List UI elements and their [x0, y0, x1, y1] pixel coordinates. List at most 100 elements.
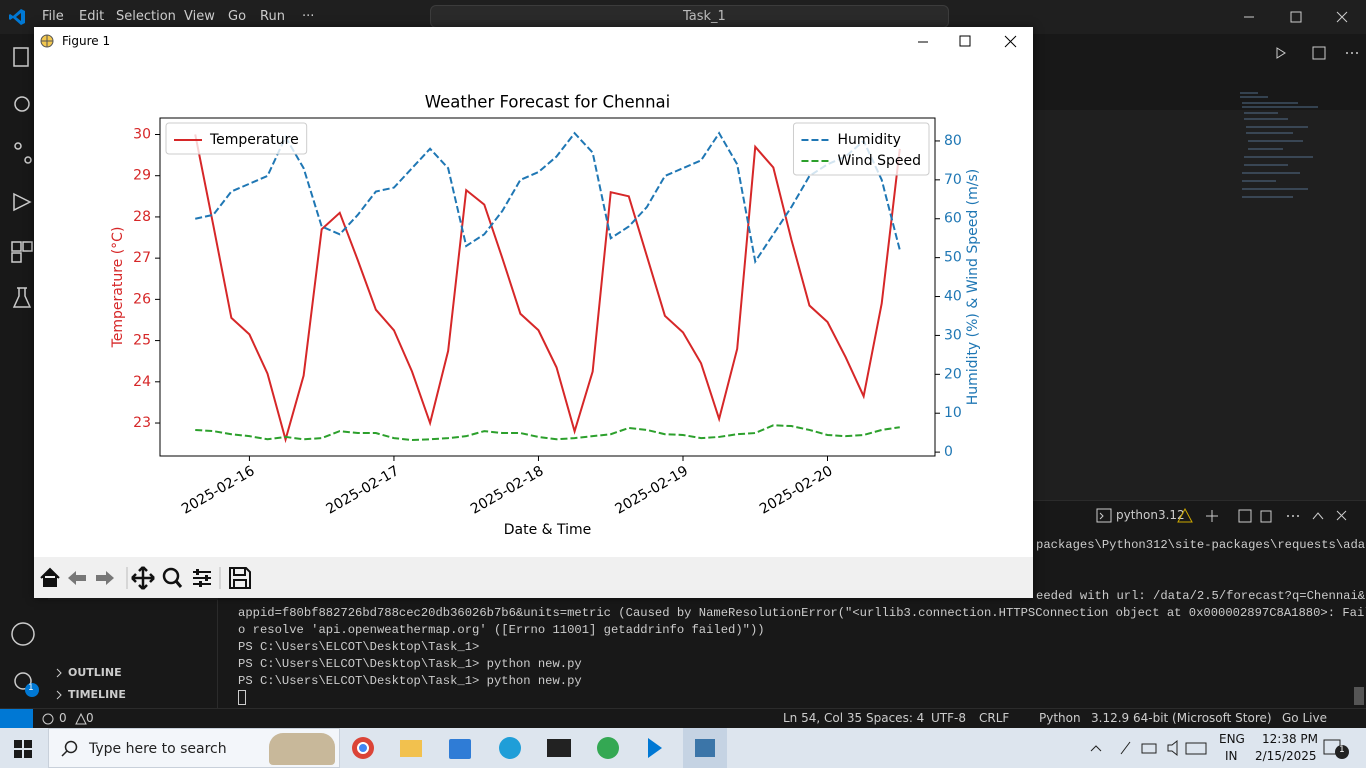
activity-icons: [11, 47, 39, 697]
editor-actions: [1276, 46, 1358, 60]
cursor-position[interactable]: Ln 54, Col 35: [783, 711, 863, 725]
x-tick-label: 2025-02-19: [613, 463, 691, 518]
remote-indicator[interactable]: [0, 709, 33, 729]
y2-tick-label: 70: [944, 172, 962, 188]
search-highlight: [269, 733, 335, 765]
terminal-line: o resolve 'api.openweathermap.org' ([Err…: [238, 623, 765, 637]
y2-tick-label: 40: [944, 289, 962, 305]
sidebar: OUTLINE TIMELINE: [48, 600, 218, 708]
scrollbar: [1354, 687, 1364, 705]
sidebar-section[interactable]: OUTLINE: [68, 666, 122, 679]
clock-time[interactable]: 12:38 PM: [1262, 732, 1318, 746]
go-live[interactable]: Go Live: [1282, 711, 1327, 725]
command-center[interactable]: Task_1: [430, 5, 949, 28]
legend-box: [165, 122, 308, 155]
terminal-line: appid=f80bf882726bd788cec20db36026b7b6&u…: [238, 606, 1366, 620]
notifications[interactable]: [1322, 738, 1352, 760]
x-tick-label: 2025-02-17: [323, 463, 401, 518]
badge: 1: [28, 683, 34, 693]
y-tick-label: 28: [133, 209, 151, 225]
window-controls[interactable]: [1240, 8, 1360, 26]
status-bar: 0 0 Ln 54, Col 35 Spaces: 4 UTF-8 CRLF P…: [0, 708, 1366, 729]
menu-item[interactable]: ···: [302, 9, 315, 24]
search-text: Task_1: [683, 9, 726, 24]
terminal-line: eeded with url: /data/2.5/forecast?q=Che…: [1036, 589, 1366, 603]
menu-item[interactable]: View: [184, 9, 215, 24]
sidebar-section[interactable]: TIMELINE: [68, 688, 126, 701]
menu-item[interactable]: Go: [228, 9, 247, 24]
y2-tick-label: 50: [944, 250, 962, 266]
minimap: [1240, 92, 1318, 198]
y-tick-label: 25: [133, 333, 151, 349]
legend-label: Temperature: [209, 132, 299, 148]
y-tick-label: 24: [133, 374, 151, 390]
toolbar-icons[interactable]: [38, 565, 263, 591]
editor: [1033, 34, 1366, 500]
indentation[interactable]: Spaces: 4: [866, 711, 925, 725]
figure-window: Figure 1 Weather Forecast for Chennai Dat…: [34, 27, 1033, 598]
legend-label: Humidity: [837, 132, 900, 148]
error-count[interactable]: 0: [59, 711, 67, 725]
legend: Humidity Wind Speed: [792, 122, 930, 176]
chart: Weather Forecast for Chennai Date & Time T…: [110, 93, 981, 539]
menu-item[interactable]: Edit: [79, 9, 105, 24]
eol[interactable]: CRLF: [979, 711, 1010, 725]
chart-title: Weather Forecast for Chennai: [425, 93, 670, 112]
plot-frame: [159, 117, 936, 457]
terminal-icon: [1096, 508, 1112, 523]
interpreter[interactable]: 3.12.9 64-bit (Microsoft Store): [1091, 711, 1272, 725]
legend-label: Wind Speed: [837, 153, 921, 169]
encoding[interactable]: UTF-8: [931, 711, 966, 725]
y-tick-label: 29: [133, 168, 151, 184]
language[interactable]: Python: [1039, 711, 1081, 725]
y2-tick-label: 10: [944, 405, 962, 421]
search-icon: [61, 740, 78, 757]
cursor: [238, 690, 246, 705]
y2-tick-label: 30: [944, 327, 962, 343]
series-line: [194, 134, 901, 444]
x-axis-label: Date & Time: [504, 522, 592, 538]
panel: python3.12 packages\Python312\site-packa…: [218, 500, 1366, 708]
y-tick-label: 26: [133, 291, 151, 307]
x-tick-label: 2025-02-16: [179, 463, 258, 518]
toolbar: [34, 557, 1033, 598]
menu-item[interactable]: Selection: [116, 9, 176, 24]
terminal-tab[interactable]: python3.12: [1116, 508, 1185, 522]
terminal-line: PS C:\Users\ELCOT\Desktop\Task_1>: [238, 640, 487, 654]
warning-count[interactable]: 0: [86, 711, 94, 725]
window-title: Figure 1: [62, 34, 111, 48]
tab-strip: [1033, 34, 1366, 110]
legend: Temperature: [165, 122, 308, 155]
chevrons: [56, 668, 62, 700]
search-placeholder: Type here to search: [89, 741, 227, 757]
vscode-logo: [9, 9, 25, 25]
y2-tick-label: 80: [944, 133, 962, 149]
problem-icons: [42, 712, 87, 725]
terminal-output: appid=f80bf882726bd788cec20db36026b7b6&u…: [238, 605, 1366, 705]
system-tray: [1090, 739, 1207, 757]
y2-axis-label: Humidity (%) & Wind Speed (m/s): [965, 169, 981, 406]
region-indicator[interactable]: IN: [1225, 749, 1238, 763]
series-line: [195, 131, 901, 265]
y-tick-label: 30: [133, 126, 151, 142]
terminal-line: PS C:\Users\ELCOT\Desktop\Task_1> python…: [238, 657, 582, 671]
taskbar-apps: [352, 728, 727, 768]
search-box[interactable]: Type here to search: [48, 728, 340, 768]
x-tick-label: 2025-02-18: [468, 463, 546, 518]
y-axis-label: Temperature (°C): [110, 227, 126, 349]
y2-tick-label: 0: [944, 444, 953, 460]
clock-date[interactable]: 2/15/2025: [1255, 749, 1317, 763]
language-indicator[interactable]: ENG: [1219, 732, 1245, 746]
y-tick-label: 23: [133, 415, 151, 431]
x-tick-label: 2025-02-20: [757, 463, 835, 518]
y2-tick-label: 20: [944, 366, 962, 382]
menu-item[interactable]: Run: [260, 9, 285, 24]
window-icon: [40, 34, 54, 48]
terminal-line: packages\Python312\site-packages\request…: [1036, 538, 1366, 552]
start-button[interactable]: [14, 740, 32, 758]
y-tick-label: 27: [133, 250, 151, 266]
menu-item[interactable]: File: [42, 9, 64, 24]
panel-actions: [1177, 507, 1347, 523]
figure-window-controls[interactable]: [904, 31, 1033, 53]
